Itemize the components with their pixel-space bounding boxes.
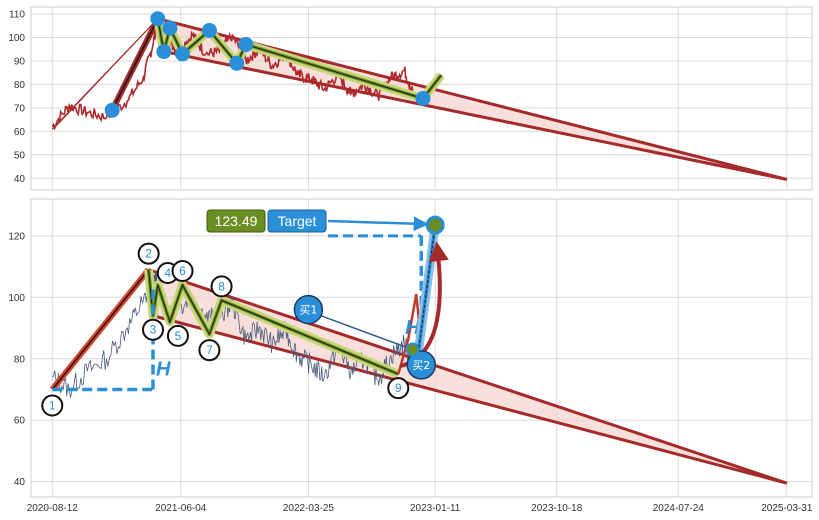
pivot-dot [104, 102, 120, 118]
y-tick-label: 40 [14, 477, 26, 488]
x-tick-label: 2021-06-04 [155, 503, 207, 514]
pivot-dot [156, 44, 172, 60]
pivot-dot [229, 55, 245, 71]
breakout-spike [397, 293, 422, 375]
top-overlay [51, 11, 445, 130]
y-tick-label: 100 [8, 33, 25, 44]
channel-lower-line [152, 314, 788, 485]
impulse-leg-core [111, 18, 159, 111]
height-label: H [156, 358, 171, 380]
top-panel: 40 50 60 70 80 90 100 110 [8, 6, 813, 191]
pivot-number-label: 2 [145, 247, 152, 261]
pivot-number-label: 5 [175, 329, 182, 343]
impulse-leg-core [51, 269, 150, 390]
pivot-number-circle [171, 260, 194, 283]
y-tick-label: 80 [14, 80, 26, 91]
y-tick-label: 50 [14, 150, 26, 161]
x-tick-label: 2024-07-24 [653, 503, 705, 514]
pivot-number-circle [41, 394, 64, 417]
y-tick-label: 110 [9, 10, 25, 21]
pivot-number-label: 9 [395, 381, 402, 395]
pivot-dot [201, 22, 217, 38]
buy1-leader [320, 314, 413, 351]
pivot-number-label: 8 [218, 279, 225, 293]
pivot-dot [150, 11, 166, 27]
x-tick-label: 2025-03-31 [761, 503, 813, 514]
buy-signal-label: 买2 [412, 359, 430, 372]
bottom-y-ticks: 40 60 80 100 120 [8, 231, 25, 488]
bottom-panel: 40 60 80 100 120 2020-08-12 2021-06-04 2022-03… [8, 198, 813, 514]
buy-signal-label: 买1 [299, 304, 317, 317]
x-tick-label: 2020-08-12 [27, 503, 79, 514]
pivot-number-label: 4 [164, 266, 171, 280]
y-tick-label: 60 [14, 127, 26, 138]
breakout-dot [405, 342, 420, 357]
pivot-number-circle [137, 242, 160, 265]
y-tick-label: 120 [8, 231, 25, 242]
pivot-number-circle [141, 318, 164, 341]
y-tick-label: 40 [14, 174, 26, 185]
x-tick-label: 2023-10-18 [531, 503, 583, 514]
pivot-number-label: 3 [150, 323, 157, 337]
pivot-dot [415, 91, 431, 106]
buy-signal-circle [293, 294, 324, 325]
x-tick-label: 2022-03-25 [283, 503, 335, 514]
pivot-number-label: 1 [49, 398, 56, 412]
pivot-number-circle [210, 275, 233, 298]
pivot-number-circle [198, 339, 221, 362]
target-dot [425, 215, 445, 235]
pivot-number-circle [387, 377, 410, 400]
target-connector [327, 216, 429, 232]
target-annotation: 123.49 Target [206, 209, 327, 233]
pivot-number-label: 6 [179, 264, 186, 278]
y-tick-label: 100 [8, 293, 25, 304]
pivot-number-circle [166, 324, 189, 347]
pivot-number-label: 7 [206, 343, 213, 357]
x-tick-label: 2023-01-11 [410, 503, 461, 514]
pivot-dot [162, 20, 178, 36]
top-y-ticks: 40 50 60 70 80 90 100 110 [8, 10, 25, 185]
y-tick-label: 80 [14, 354, 26, 365]
y-tick-label: 90 [14, 56, 26, 67]
target-label-box [267, 209, 327, 233]
pivot-dot [175, 46, 191, 62]
target-value-box [206, 209, 266, 233]
channel-lower-line [163, 50, 788, 181]
y-tick-label: 60 [14, 416, 26, 427]
target-value: 123.49 [215, 213, 258, 229]
buy-signal-circle [406, 350, 437, 380]
bottom-x-ticks: 2020-08-12 2021-06-04 2022-03-25 2023-01-11… [27, 503, 813, 514]
y-tick-label: 70 [14, 103, 26, 114]
channel-upper-line [148, 268, 788, 485]
target-label: Target [278, 213, 317, 229]
pivot-dot [238, 37, 254, 53]
